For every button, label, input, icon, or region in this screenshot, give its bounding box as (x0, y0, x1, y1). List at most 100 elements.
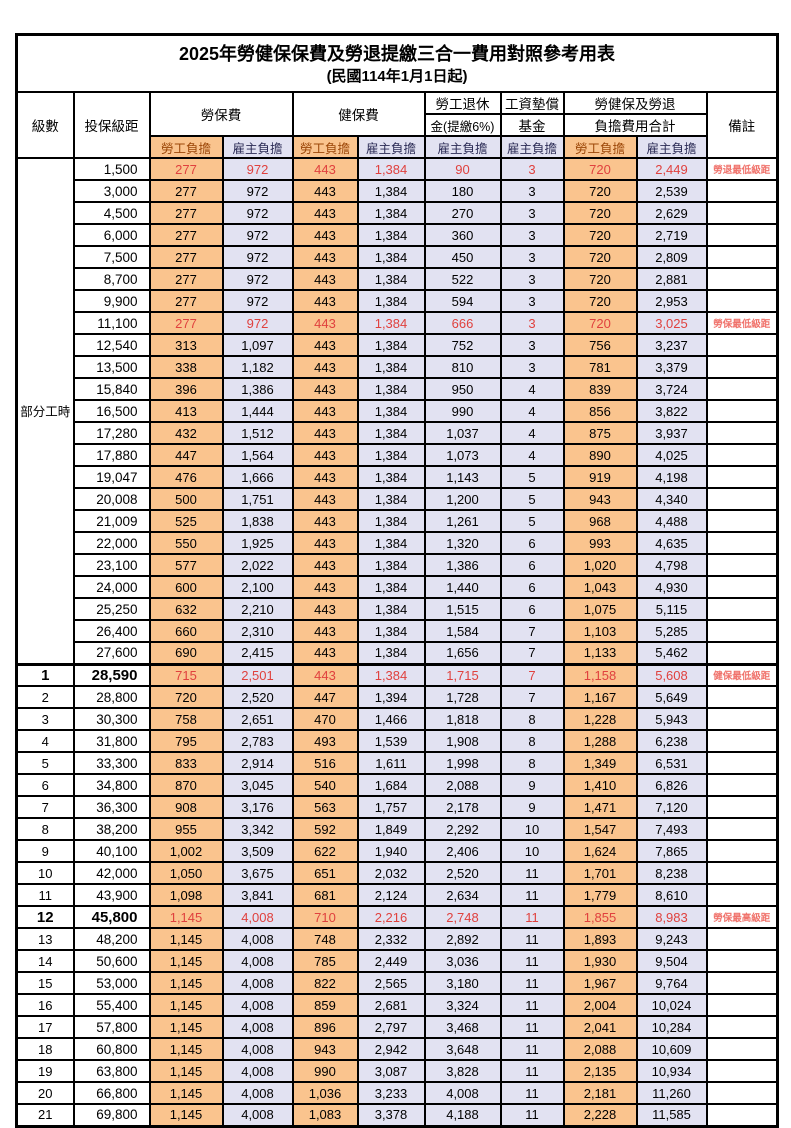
remark-cell (705, 201, 779, 225)
value-cell: 277 (148, 223, 224, 247)
remark-cell (705, 971, 779, 995)
value-cell: 4,635 (635, 531, 708, 555)
value-cell: 600 (148, 575, 224, 599)
value-cell: 10,934 (635, 1059, 708, 1083)
value-cell: 2,449 (635, 157, 708, 181)
table-row: 18 60,800 1,145 4,008 943 2,942 3,648 11 2,088 10… (15, 1037, 779, 1061)
table-row: 9,900 277 972 443 1,384 594 3 720 2,953 (17, 289, 779, 313)
col-header-pension-line2: 金(提繳6%) (423, 113, 502, 137)
table-row: 20 66,800 1,145 4,008 1,036 3,233 4,008 11 2,181… (15, 1081, 779, 1105)
value-cell: 3,937 (635, 421, 708, 445)
remark-cell (705, 1103, 779, 1127)
value-cell: 2,022 (221, 553, 294, 577)
value-cell: 660 (148, 619, 224, 643)
value-cell: 2,501 (221, 662, 294, 687)
value-cell: 11 (499, 993, 565, 1017)
value-cell: 7,865 (635, 839, 708, 863)
value-cell: 720 (148, 685, 224, 709)
table-row: 12 45,800 1,145 4,008 710 2,216 2,748 11 1,855 8,… (15, 905, 779, 929)
value-cell: 1,384 (356, 179, 426, 203)
value-cell: 4,008 (221, 1059, 294, 1083)
value-cell: 781 (562, 355, 638, 379)
value-cell: 1,384 (356, 509, 426, 533)
value-cell: 1,200 (423, 487, 502, 511)
table-row: 1 28,590 715 2,501 443 1,384 1,715 7 1,158 5,608 健… (15, 662, 779, 687)
value-cell: 443 (291, 662, 359, 687)
value-cell: 4,198 (635, 465, 708, 489)
value-cell: 6 (499, 575, 565, 599)
value-cell: 1,384 (356, 399, 426, 423)
value-cell: 839 (562, 377, 638, 401)
value-cell: 443 (291, 465, 359, 489)
level-cell: 21 (15, 1103, 75, 1127)
value-cell: 2,310 (221, 619, 294, 643)
remark-cell (705, 619, 779, 643)
value-cell: 493 (291, 729, 359, 753)
value-cell: 4 (499, 399, 565, 423)
value-cell: 4,008 (221, 971, 294, 995)
col-header-health-insurance: 健保費 (291, 91, 426, 137)
value-cell: 810 (423, 355, 502, 379)
bracket-cell: 38,200 (72, 817, 151, 841)
remark-cell (705, 993, 779, 1017)
value-cell: 1,849 (356, 817, 426, 841)
value-cell: 1,715 (423, 662, 502, 687)
value-cell: 1,145 (148, 1015, 224, 1039)
value-cell: 690 (148, 641, 224, 665)
value-cell: 7,120 (635, 795, 708, 819)
table-row: 19,047 476 1,666 443 1,384 1,143 5 919 4,198 (17, 465, 779, 489)
remark-cell (705, 223, 779, 247)
table-row: 8,700 277 972 443 1,384 522 3 720 2,881 (17, 267, 779, 291)
remark-cell: 勞保最低級距 (705, 311, 779, 335)
value-cell: 5 (499, 509, 565, 533)
value-cell: 2,681 (356, 993, 426, 1017)
value-cell: 2,228 (562, 1103, 638, 1127)
value-cell: 277 (148, 157, 224, 181)
table-row: 7,500 277 972 443 1,384 450 3 720 2,809 (17, 245, 779, 269)
value-cell: 11 (499, 1037, 565, 1061)
value-cell: 1,539 (356, 729, 426, 753)
value-cell: 8,983 (635, 905, 708, 929)
value-cell: 6,238 (635, 729, 708, 753)
remark-cell (705, 839, 779, 863)
value-cell: 4,340 (635, 487, 708, 511)
level-cell: 7 (15, 795, 75, 819)
bracket-cell: 43,900 (72, 883, 151, 907)
value-cell: 720 (562, 311, 638, 335)
level-cell: 10 (15, 861, 75, 885)
value-cell: 8 (499, 707, 565, 731)
remark-cell (705, 883, 779, 907)
value-cell: 5 (499, 487, 565, 511)
value-cell: 1,002 (148, 839, 224, 863)
remark-cell (705, 355, 779, 379)
table-row: 21,009 525 1,838 443 1,384 1,261 5 968 4,488 (17, 509, 779, 533)
value-cell: 413 (148, 399, 224, 423)
remark-cell (705, 399, 779, 423)
value-cell: 6 (499, 597, 565, 621)
value-cell: 10,284 (635, 1015, 708, 1039)
value-cell: 11 (499, 905, 565, 929)
value-cell: 443 (291, 333, 359, 357)
bracket-cell: 17,880 (72, 443, 151, 467)
col-header-total-line2: 負擔費用合計 (562, 113, 708, 137)
value-cell: 972 (221, 289, 294, 313)
value-cell: 2,520 (221, 685, 294, 709)
value-cell: 1,547 (562, 817, 638, 841)
value-cell: 443 (291, 421, 359, 445)
value-cell: 2,041 (562, 1015, 638, 1039)
bracket-cell: 19,047 (72, 465, 151, 489)
header-row-groups-line2: 金(提繳6%) 基金 負擔費用合計 (17, 113, 778, 137)
value-cell: 3,036 (423, 949, 502, 973)
value-cell: 443 (291, 399, 359, 423)
value-cell: 2,292 (423, 817, 502, 841)
remark-cell (705, 751, 779, 775)
subheader-labor-employee: 勞工負擔 (148, 135, 224, 159)
level-cell: 6 (15, 773, 75, 797)
value-cell: 3 (499, 267, 565, 291)
subheader-total-employer: 雇主負擔 (635, 135, 708, 159)
level-cell: 18 (15, 1037, 75, 1061)
bracket-cell: 4,500 (72, 201, 151, 225)
header-row-groups: 級數 投保級距 勞保費 健保費 勞工退休 工資墊償 勞健保及勞退 備註 (15, 91, 779, 159)
table-title-cell: 2025年勞健保保費及勞退提繳三合一費用對照參考用表 (民國114年1月1日起) (15, 33, 779, 93)
table-row: 4,500 277 972 443 1,384 270 3 720 2,629 (17, 201, 779, 225)
